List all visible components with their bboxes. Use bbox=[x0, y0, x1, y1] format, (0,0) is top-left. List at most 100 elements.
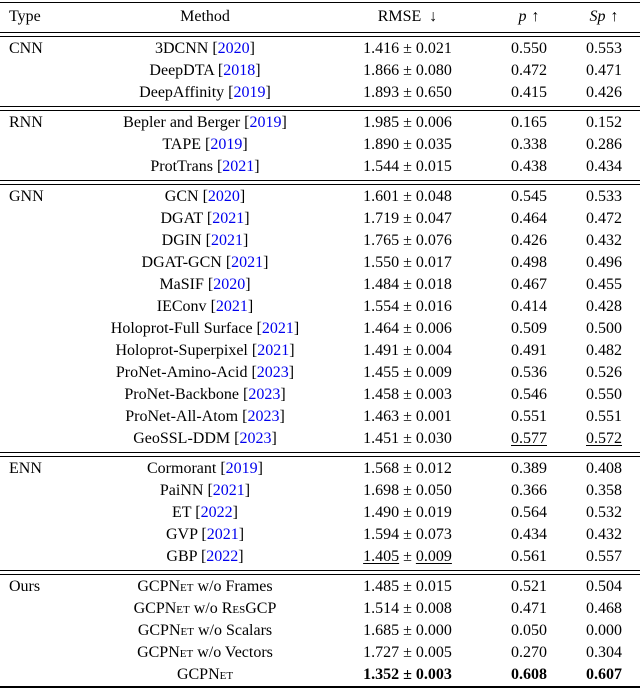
rmse-std: 0.047 bbox=[415, 210, 452, 227]
rmse-mean: 1.544 bbox=[363, 158, 400, 175]
pearson-cell: 0.050 bbox=[511, 622, 547, 639]
table-row: IEConv [2021] 1.554 ± 0.016 0.414 0.428 bbox=[0, 296, 640, 318]
rmse-mean: 1.985 bbox=[363, 114, 400, 131]
method-name: Res bbox=[221, 600, 246, 617]
rmse-cell: 1.893 ± 0.650 bbox=[325, 82, 490, 104]
citation-link[interactable]: 2021 bbox=[261, 320, 294, 337]
rmse-mean: 1.455 bbox=[363, 364, 400, 381]
rmse-cell: 1.727 ± 0.005 bbox=[325, 642, 490, 664]
citation-link[interactable]: 2019 bbox=[210, 136, 243, 153]
plus-minus: ± bbox=[399, 622, 416, 639]
header-p: p ↑ bbox=[490, 3, 568, 30]
rmse-cell: 1.464 ± 0.006 bbox=[325, 318, 490, 340]
method-cell: DGAT [2021] bbox=[160, 210, 250, 227]
citation-link[interactable]: 2021 bbox=[222, 158, 255, 175]
table-row: PaiNN [2021] 1.698 ± 0.050 0.366 0.358 bbox=[0, 480, 640, 502]
citation-link[interactable]: 2021 bbox=[211, 232, 243, 249]
spearman-cell: 0.286 bbox=[586, 136, 622, 153]
type-cell: GNN bbox=[9, 188, 44, 205]
rmse-cell: 1.890 ± 0.035 bbox=[325, 134, 490, 156]
method-name: MaSIF bbox=[159, 276, 204, 293]
plus-minus: ± bbox=[399, 504, 416, 521]
double-rule bbox=[0, 105, 640, 111]
rmse-cell: 1.544 ± 0.015 bbox=[325, 156, 490, 178]
rmse-mean: 1.514 bbox=[363, 600, 400, 617]
citation-link[interactable]: 2020 bbox=[217, 40, 250, 57]
pearson-cell: 0.389 bbox=[511, 460, 547, 477]
spearman-cell: 0.408 bbox=[586, 460, 622, 477]
method-cell: Bepler and Berger [2019] bbox=[123, 114, 287, 131]
citation-link[interactable]: 2023 bbox=[239, 430, 272, 447]
rmse-mean: 1.554 bbox=[363, 298, 400, 315]
rmse-cell: 1.514 ± 0.008 bbox=[325, 598, 490, 620]
method-name: Holoprot-Superpixel bbox=[115, 342, 248, 359]
citation-link[interactable]: 2023 bbox=[248, 386, 281, 403]
method-name: GCN bbox=[164, 188, 199, 205]
citation-link[interactable]: 2021 bbox=[215, 298, 248, 315]
plus-minus: ± bbox=[399, 644, 416, 661]
citation-link[interactable]: 2021 bbox=[206, 526, 239, 543]
top-rule bbox=[0, 2, 640, 3]
spearman-cell: 0.550 bbox=[586, 386, 622, 403]
pearson-cell: 0.366 bbox=[511, 482, 547, 499]
citation-link[interactable]: 2019 bbox=[249, 114, 282, 131]
citation-link[interactable]: 2023 bbox=[247, 408, 280, 425]
method-name: DGAT bbox=[160, 210, 203, 227]
citation-link[interactable]: 2022 bbox=[200, 504, 233, 521]
rmse-std: 0.080 bbox=[415, 62, 452, 79]
citation-link[interactable]: 2020 bbox=[213, 276, 246, 293]
citation-link[interactable]: 2018 bbox=[223, 62, 256, 79]
type-cell bbox=[0, 230, 85, 252]
rmse-std: 0.009 bbox=[415, 548, 452, 565]
plus-minus: ± bbox=[399, 342, 416, 359]
citation-link[interactable]: 2019 bbox=[233, 84, 266, 101]
plus-minus: ± bbox=[399, 254, 416, 271]
method-cell: GCPNet w/o Scalars bbox=[85, 620, 325, 642]
spearman-cell: 0.532 bbox=[586, 504, 622, 521]
citation-link[interactable]: 2021 bbox=[212, 482, 245, 499]
type-cell bbox=[0, 502, 85, 524]
pearson-cell: 0.471 bbox=[511, 600, 547, 617]
plus-minus: ± bbox=[399, 364, 416, 381]
type-cell: RNN bbox=[9, 114, 43, 131]
rmse-std: 0.073 bbox=[415, 526, 452, 543]
pearson-cell: 0.536 bbox=[511, 364, 547, 381]
rmse-std: 0.006 bbox=[415, 114, 452, 131]
method-cell: ProNet-Amino-Acid [2023] bbox=[115, 364, 295, 381]
method-name: ProtTrans bbox=[150, 158, 213, 175]
citation-link[interactable]: 2020 bbox=[207, 188, 240, 205]
table-row: GeoSSL-DDM [2023] 1.451 ± 0.030 0.577 0.572 bbox=[0, 428, 640, 450]
pearson-cell: 0.165 bbox=[511, 114, 547, 131]
type-cell bbox=[0, 82, 85, 104]
plus-minus: ± bbox=[399, 62, 416, 79]
rmse-std: 0.003 bbox=[415, 666, 452, 683]
header-type: Type bbox=[0, 3, 85, 30]
spearman-cell: 0.553 bbox=[586, 40, 622, 57]
rmse-cell: 1.490 ± 0.019 bbox=[325, 502, 490, 524]
method-name: w/o Vectors bbox=[193, 644, 273, 661]
pearson-cell: 0.472 bbox=[511, 62, 547, 79]
plus-minus: ± bbox=[399, 526, 416, 543]
rmse-std: 0.035 bbox=[415, 136, 452, 153]
type-cell bbox=[0, 384, 85, 406]
method-name: GVP bbox=[165, 526, 198, 543]
citation-link[interactable]: 2021 bbox=[231, 254, 264, 271]
spearman-cell: 0.482 bbox=[586, 342, 622, 359]
header-rmse-label: RMSE bbox=[377, 7, 422, 25]
type-cell bbox=[0, 296, 85, 318]
benchmark-table: Type Method RMSE ↓ p ↑ Sp ↑ CNN 3DCNN [2020]… bbox=[0, 3, 640, 686]
citation-link[interactable]: 2021 bbox=[212, 210, 245, 227]
double-rule bbox=[0, 451, 640, 457]
rmse-mean: 1.490 bbox=[363, 504, 400, 521]
rmse-std: 0.004 bbox=[415, 342, 452, 359]
plus-minus: ± bbox=[399, 666, 416, 683]
table-row: GCPNet 1.352 ± 0.003 0.608 0.607 bbox=[0, 664, 640, 686]
rmse-std: 0.650 bbox=[415, 84, 452, 101]
citation-link[interactable]: 2021 bbox=[257, 342, 290, 359]
arrow-up-icon: ↑ bbox=[610, 7, 619, 25]
table-row: RNN Bepler and Berger [2019] 1.985 ± 0.006… bbox=[0, 112, 640, 134]
citation-link[interactable]: 2023 bbox=[256, 364, 289, 381]
rmse-std: 0.006 bbox=[415, 320, 452, 337]
citation-link[interactable]: 2022 bbox=[206, 548, 239, 565]
citation-link[interactable]: 2019 bbox=[225, 460, 258, 477]
